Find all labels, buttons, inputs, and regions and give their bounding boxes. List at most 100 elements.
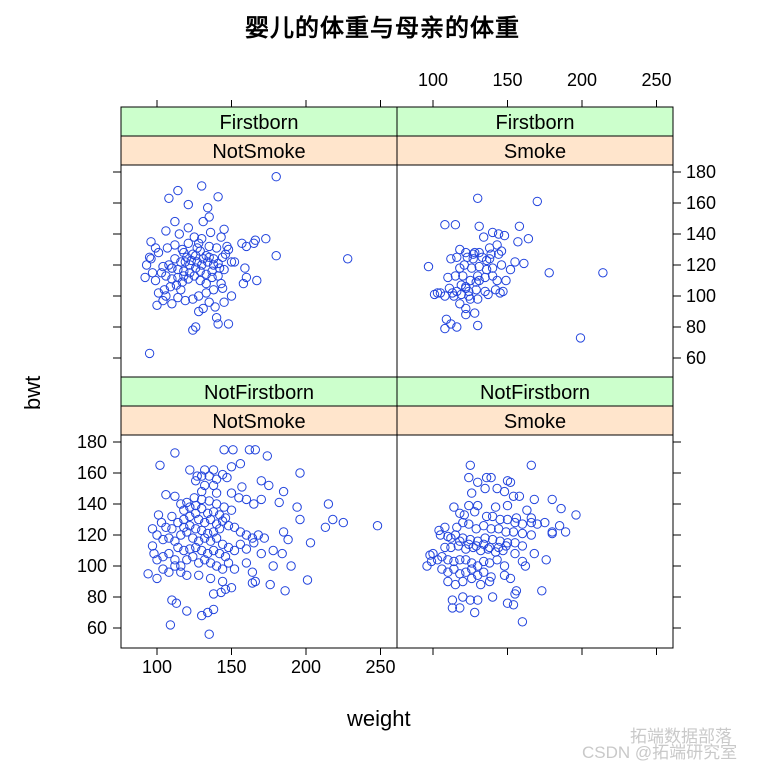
data-point — [164, 567, 174, 577]
data-point — [517, 556, 528, 567]
data-point — [173, 272, 183, 283]
data-point — [505, 573, 516, 584]
data-point — [170, 216, 180, 227]
data-point — [238, 278, 249, 289]
data-point — [203, 508, 213, 518]
data-point — [473, 271, 483, 281]
data-point — [222, 472, 232, 483]
data-point — [461, 309, 471, 320]
data-point — [170, 240, 180, 250]
data-point — [465, 460, 475, 470]
data-point — [517, 541, 528, 551]
data-point — [265, 579, 275, 590]
data-point — [205, 558, 216, 568]
data-point — [499, 486, 510, 497]
data-point — [560, 527, 571, 537]
data-point — [473, 193, 483, 204]
data-point — [174, 229, 185, 239]
data-point — [479, 539, 489, 549]
data-point — [179, 271, 189, 281]
data-point — [479, 556, 489, 567]
data-point — [328, 514, 338, 525]
data-point — [247, 533, 258, 543]
data-point — [455, 536, 465, 546]
data-point — [208, 589, 219, 599]
data-point — [571, 510, 581, 520]
data-point — [450, 271, 461, 281]
data-point — [147, 541, 158, 551]
panel-notfirstborn-smoke: NotFirstborn Smoke — [396, 376, 674, 649]
data-point — [458, 517, 468, 528]
data-point — [253, 530, 263, 540]
data-point — [449, 291, 459, 301]
data-point — [173, 185, 183, 196]
data-point — [508, 600, 519, 610]
data-point — [213, 319, 223, 329]
data-point — [217, 539, 228, 549]
data-point — [271, 172, 281, 182]
data-point — [473, 570, 483, 580]
data-point — [523, 234, 534, 244]
data-point — [185, 502, 195, 512]
data-point — [185, 511, 195, 522]
data-point — [505, 477, 516, 487]
data-point — [526, 530, 536, 540]
data-point — [496, 260, 507, 270]
data-point — [191, 500, 201, 511]
data-point — [197, 545, 207, 556]
data-point — [203, 548, 213, 559]
x-tick-label-bottom: 200 — [291, 657, 321, 677]
data-point — [194, 536, 204, 546]
data-point — [461, 555, 471, 565]
data-point — [197, 610, 207, 621]
data-point — [517, 617, 528, 627]
data-point — [441, 314, 452, 324]
data-point — [229, 545, 240, 556]
strip-smoke-label: Smoke — [504, 411, 566, 433]
data-point — [143, 569, 153, 579]
data-point — [473, 500, 483, 511]
data-point — [164, 260, 174, 270]
data-point — [203, 607, 213, 618]
data-point — [180, 257, 191, 267]
data-point — [241, 272, 252, 283]
data-point — [207, 272, 217, 283]
y-axis-label: bwt — [20, 375, 45, 410]
data-point — [167, 299, 177, 309]
data-point — [426, 556, 437, 567]
data-point — [213, 192, 223, 202]
data-point — [429, 289, 440, 300]
data-point — [191, 322, 201, 332]
data-point — [440, 323, 450, 334]
data-point — [179, 505, 189, 515]
data-point — [158, 552, 168, 562]
data-point — [158, 564, 168, 574]
data-point — [185, 521, 195, 531]
data-point — [170, 448, 180, 458]
data-point — [338, 517, 348, 528]
data-point — [498, 286, 508, 297]
y-tick-label-right: 180 — [686, 162, 716, 182]
data-point — [264, 480, 274, 491]
data-point — [486, 572, 496, 582]
data-point — [278, 486, 289, 497]
data-point — [467, 558, 477, 568]
data-point — [547, 494, 557, 505]
data-point — [214, 524, 225, 534]
data-point — [547, 527, 557, 537]
y-tick-label-left: 100 — [77, 556, 107, 576]
data-point — [177, 244, 188, 255]
data-point — [465, 275, 475, 286]
data-point — [183, 238, 194, 249]
data-point — [526, 513, 536, 523]
data-point — [493, 229, 504, 239]
data-point — [191, 476, 201, 486]
data-point — [220, 513, 231, 523]
data-point — [152, 573, 162, 584]
data-point — [235, 459, 246, 469]
panel-firstborn-smoke: Firstborn Smoke — [396, 106, 674, 379]
data-point — [455, 555, 465, 565]
data-point — [517, 528, 528, 539]
data-point — [440, 220, 450, 230]
data-point — [176, 285, 186, 295]
